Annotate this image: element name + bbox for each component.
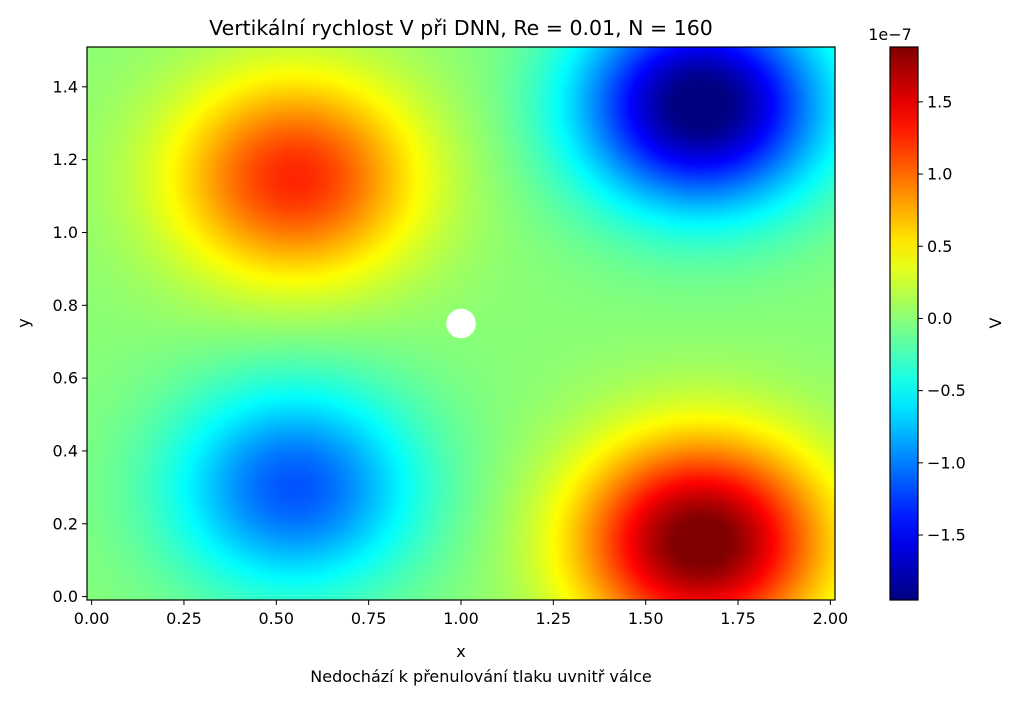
x-axis-label: x <box>456 642 465 661</box>
colorbar-tick-label: 0.5 <box>927 237 952 256</box>
colorbar-tick-label: 1.5 <box>927 92 952 111</box>
y-tick-label: 0.6 <box>53 369 78 388</box>
x-axis-ticks: 0.00 0.25 0.50 0.75 1.00 1.25 1.50 1.75 2.00 <box>74 600 848 628</box>
colorbar-tick-label: −1.5 <box>927 526 966 545</box>
colorbar-label: V <box>986 317 1005 328</box>
colorbar-ticks: −1.5 −1.0 −0.5 0.0 0.5 1.0 1.5 <box>918 92 966 545</box>
y-axis-label: y <box>14 318 33 327</box>
chart-title: Vertikální rychlost V při DNN, Re = 0.01… <box>209 16 713 40</box>
colorbar-tick-label: 0.0 <box>927 309 952 328</box>
colorbar-tick-label: −1.0 <box>927 453 966 472</box>
x-tick-label: 1.25 <box>536 609 572 628</box>
y-tick-label: 1.2 <box>53 150 78 169</box>
figure-caption: Nedochází k přenulování tlaku uvnitř vál… <box>310 667 651 686</box>
x-tick-label: 1.50 <box>628 609 664 628</box>
colorbar-offset-text: 1e−7 <box>868 25 912 44</box>
y-tick-label: 0.8 <box>53 296 78 315</box>
colorbar: −1.5 −1.0 −0.5 0.0 0.5 1.0 1.5 1e−7 V <box>868 25 1005 601</box>
x-tick-label: 0.75 <box>351 609 387 628</box>
y-tick-label: 1.0 <box>53 223 78 242</box>
x-tick-label: 0.25 <box>166 609 202 628</box>
cylinder-obstacle <box>446 308 476 339</box>
colorbar-gradient <box>889 46 919 601</box>
y-tick-label: 0.0 <box>53 587 78 606</box>
y-axis-ticks: 0.0 0.2 0.4 0.6 0.8 1.0 1.2 1.4 <box>53 77 87 606</box>
plot-area <box>86 46 836 601</box>
y-tick-label: 0.2 <box>53 514 78 533</box>
colorbar-tick-label: −0.5 <box>927 381 966 400</box>
y-tick-label: 1.4 <box>53 77 78 96</box>
x-tick-label: 1.00 <box>443 609 479 628</box>
x-tick-label: 0.00 <box>74 609 110 628</box>
x-tick-label: 1.75 <box>720 609 756 628</box>
y-tick-label: 0.4 <box>53 441 78 460</box>
x-tick-label: 0.50 <box>258 609 294 628</box>
colorbar-tick-label: 1.0 <box>927 165 952 184</box>
x-tick-label: 2.00 <box>813 609 849 628</box>
